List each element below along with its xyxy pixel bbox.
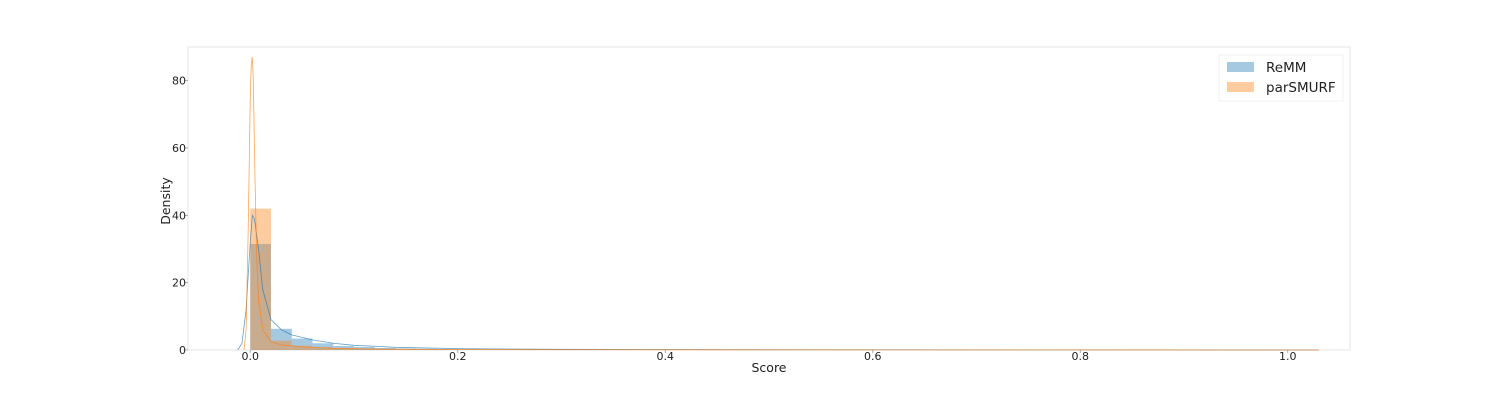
x-tick-label-1: 0.2 (449, 350, 467, 363)
y-tick-label-1: 20 (172, 277, 186, 290)
y-tick-label-2: 40 (172, 209, 186, 222)
x-tick-label-2: 0.4 (657, 350, 675, 363)
y-tick-label-0: 0 (179, 344, 186, 357)
plot-area-frame (188, 47, 1350, 350)
y-axis-ticks: 0 20 40 60 80 (172, 75, 188, 357)
x-tick-label-5: 1.0 (1279, 350, 1297, 363)
legend: ReMM parSMURF (1219, 55, 1343, 101)
legend-swatch-parsmurf (1227, 82, 1254, 92)
bar-parsmurf-0 (250, 209, 271, 350)
x-axis-label: Score (751, 360, 786, 375)
y-axis-label: Density (158, 177, 173, 225)
legend-label-remm: ReMM (1266, 60, 1306, 76)
legend-label-parsmurf: parSMURF (1266, 80, 1336, 96)
x-tick-label-0: 0.0 (242, 350, 260, 363)
y-tick-label-4: 80 (172, 75, 186, 88)
legend-swatch-remm (1227, 62, 1254, 72)
y-tick-label-3: 60 (172, 142, 186, 155)
x-tick-label-3: 0.6 (864, 350, 882, 363)
x-tick-label-4: 0.8 (1072, 350, 1090, 363)
